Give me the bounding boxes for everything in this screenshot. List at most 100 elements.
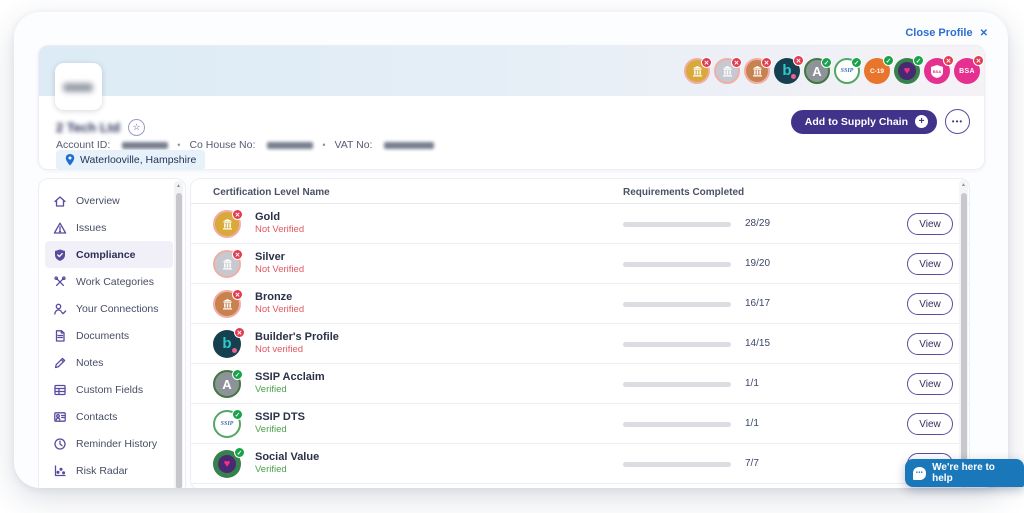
ssip-certification-icon: SSIP ✓: [213, 409, 243, 438]
gold-badge-icon: ✕: [684, 57, 712, 84]
co-house-label: Co House No:: [189, 139, 256, 151]
sidebar-item-contacts[interactable]: Contacts: [45, 403, 173, 430]
sidebar-scrollbar-thumb[interactable]: [175, 193, 182, 488]
chat-bubble-icon: •••: [913, 466, 927, 480]
warning-icon: [53, 221, 67, 235]
company-logo-redacted: [63, 83, 93, 92]
sidebar-item-issues[interactable]: Issues: [45, 214, 173, 241]
verification-status: Verified: [255, 464, 287, 475]
contact-icon: [53, 410, 67, 424]
view-button[interactable]: View: [907, 293, 953, 315]
person-icon: [53, 302, 67, 316]
certification-name: Gold: [255, 211, 281, 223]
meta-separator: •: [177, 140, 181, 150]
cross-badge-icon: ✕: [232, 249, 243, 260]
cross-badge-icon: ✕: [232, 209, 243, 220]
check-badge-icon: ✓: [883, 55, 894, 66]
requirements-fraction: 28/29: [745, 218, 771, 229]
requirements-fraction: 1/1: [745, 378, 759, 389]
close-profile-button[interactable]: Close Profile ✕: [905, 27, 988, 39]
sidebar-item-notes[interactable]: Notes: [45, 349, 173, 376]
company-meta-row: Account ID: • Co House No: • VAT No:: [56, 139, 435, 151]
check-badge-icon: ✓: [234, 447, 245, 458]
certification-row-ssip-dts: SSIP ✓ SSIP DTS Verified 1/1 View: [191, 404, 969, 444]
meta-separator: •: [322, 140, 326, 150]
requirements-fraction: 19/20: [745, 258, 771, 269]
bsa-badge-icon: BSA ✕: [954, 55, 984, 84]
sidebar-item-your-connections[interactable]: Your Connections: [45, 295, 173, 322]
bsa-shield-badge-icon: BSA ✕: [924, 55, 954, 84]
scroll-up-icon[interactable]: ▲: [961, 182, 966, 188]
view-button[interactable]: View: [907, 373, 953, 395]
chat-label: We're here to help: [932, 462, 995, 484]
close-profile-label: Close Profile: [905, 27, 973, 39]
plus-circle-icon: +: [915, 115, 928, 128]
add-to-supply-chain-button[interactable]: Add to Supply Chain +: [790, 109, 937, 134]
sidebar-item-documents[interactable]: Documents: [45, 322, 173, 349]
requirements-progress-bar: [623, 302, 731, 307]
sidebar: Overview Issues Compliance Work Categories Y…: [38, 178, 186, 488]
company-name-row: 2 Tech Ltd ☆: [56, 119, 146, 136]
certification-row-gold: ✕ Gold Not Verified 28/29 View: [191, 204, 969, 244]
verification-status: Not Verified: [255, 224, 305, 235]
sidebar-item-label: Documents: [76, 329, 130, 342]
cross-badge-icon: ✕: [761, 57, 772, 68]
chat-widget-button[interactable]: ••• We're here to help: [905, 459, 1024, 487]
view-button[interactable]: View: [907, 333, 953, 355]
grid-icon: [53, 383, 67, 397]
sidebar-item-custom-fields[interactable]: Custom Fields: [45, 376, 173, 403]
cross-badge-icon: ✕: [973, 55, 984, 66]
bp-certification-icon: b ✕: [213, 327, 245, 358]
certification-name: Social Value: [255, 451, 320, 463]
account-id-redacted-value: [122, 141, 169, 149]
cross-badge-icon: ✕: [943, 55, 954, 66]
table-scrollbar-thumb[interactable]: [960, 193, 967, 486]
verification-status: Not Verified: [255, 304, 305, 315]
sidebar-item-reminder-history[interactable]: Reminder History: [45, 430, 173, 457]
cross-badge-icon: ✕: [793, 55, 804, 66]
sidebar-item-compliance[interactable]: Compliance: [45, 241, 173, 268]
social-value-badge-icon: ♥ ✓: [894, 55, 924, 84]
requirements-progress-bar: [623, 422, 731, 427]
sidebar-nav: Overview Issues Compliance Work Categories Y…: [39, 179, 185, 484]
table-body: ✕ Gold Not Verified 28/29 View ✕ Silver Not Ver…: [191, 204, 969, 484]
shield-icon: [53, 248, 67, 262]
social-certification-icon: ♥ ✓: [213, 447, 245, 478]
requirements-progress-bar: [623, 222, 731, 227]
location-pin-icon: [65, 154, 75, 166]
profile-panel: Close Profile ✕ ✕ ✕ ✕ b ✕ A ✓ SSIP ✓ C-19 ✓ ♥ ✓ BSA ✕ B…: [14, 12, 1008, 488]
view-button[interactable]: View: [907, 213, 953, 235]
close-icon: ✕: [979, 27, 988, 39]
sidebar-item-label: Notes: [76, 356, 104, 369]
builders-profile-badge-icon: b ✕: [774, 55, 804, 84]
acclaim-certification-icon: A ✓: [213, 369, 243, 398]
sidebar-scrollbar[interactable]: ▲: [174, 181, 183, 488]
certification-name: SSIP Acclaim: [255, 371, 325, 383]
requirements-progress-bar: [623, 462, 731, 467]
company-name: 2 Tech Ltd: [56, 120, 121, 135]
sidebar-item-label: Your Connections: [76, 302, 159, 315]
sidebar-item-overview[interactable]: Overview: [45, 187, 173, 214]
view-button[interactable]: View: [907, 253, 953, 275]
silver-badge-icon: ✕: [714, 57, 742, 84]
sidebar-item-label: Risk Radar: [76, 464, 128, 477]
sidebar-item-risk-radar[interactable]: Risk Radar: [45, 457, 173, 484]
header-actions: Add to Supply Chain + •••: [790, 109, 970, 134]
clock-icon: [53, 437, 67, 451]
more-options-button[interactable]: •••: [945, 109, 970, 134]
ssip-badge-icon: SSIP ✓: [834, 57, 862, 84]
check-badge-icon: ✓: [232, 409, 243, 420]
scroll-up-icon[interactable]: ▲: [176, 183, 181, 189]
requirements-progress-bar: [623, 382, 731, 387]
requirements-progress-bar: [623, 262, 731, 267]
table-scrollbar[interactable]: ▲: [959, 180, 968, 488]
favourite-button[interactable]: ☆: [128, 119, 146, 136]
document-icon: [53, 329, 67, 343]
verification-status: Verified: [255, 424, 287, 435]
sidebar-item-label: Reminder History: [76, 437, 158, 450]
sidebar-item-label: Compliance: [76, 248, 136, 261]
sidebar-item-work-categories[interactable]: Work Categories: [45, 268, 173, 295]
sidebar-item-label: Work Categories: [76, 275, 155, 288]
view-button[interactable]: View: [907, 413, 953, 435]
